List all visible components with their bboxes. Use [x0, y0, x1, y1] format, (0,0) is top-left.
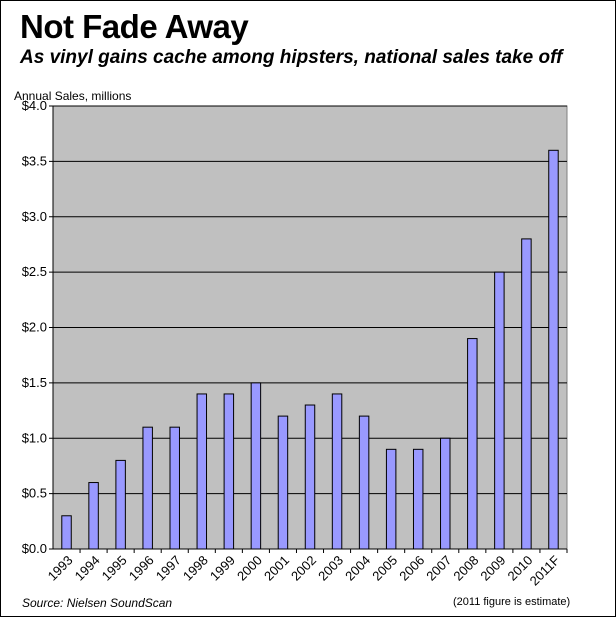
bar [223, 393, 235, 550]
source-note: Source: Nielsen SoundScan [22, 596, 173, 610]
y-tick-label: $3.5 [22, 153, 47, 168]
bar [494, 271, 505, 550]
x-tick-label: 2002 [288, 553, 319, 584]
x-tick-label: 1993 [45, 553, 76, 584]
bar [196, 393, 208, 550]
y-tick-label: $1.5 [22, 375, 47, 390]
x-tick-label: 2001 [261, 553, 292, 584]
bar [169, 426, 180, 550]
x-tick-label: 2004 [342, 553, 373, 584]
bar [115, 459, 126, 550]
bar [358, 415, 370, 550]
bar [385, 448, 397, 550]
x-tick-label: 2011F [527, 552, 563, 588]
bar [467, 338, 478, 550]
bar [277, 415, 289, 550]
x-tick-label: 2007 [423, 553, 454, 584]
y-tick-label: $2.5 [22, 264, 47, 279]
bar [304, 404, 316, 550]
x-tick-label: 1999 [207, 553, 238, 584]
y-tick-label: $2.0 [22, 320, 47, 335]
chart-title: Not Fade Away [20, 8, 249, 45]
y-tick-label: $3.0 [22, 209, 47, 224]
x-tick-label: 2005 [369, 553, 400, 584]
plot-area: $0.0 $0.5 $1.0 $1.5 $2.0 $2.5 $3.0 $3.5 $4.0 1993… [22, 98, 568, 589]
y-tick-label: $0.0 [22, 541, 47, 556]
y-tick-label: $1.0 [22, 430, 47, 445]
bar [521, 238, 532, 550]
x-tick-label: 1998 [180, 553, 211, 584]
chart-subtitle: As vinyl gains cache among hipsters, nat… [20, 47, 563, 68]
y-tick-label: $4.0 [22, 98, 47, 113]
bar [331, 393, 343, 550]
x-tick-label: 2003 [315, 553, 346, 584]
x-tick-label: 1994 [72, 553, 103, 584]
bar [88, 482, 99, 550]
x-tick-label: 2009 [477, 553, 508, 584]
x-tick-label: 2008 [450, 553, 481, 584]
x-tick-label: 2000 [234, 553, 265, 584]
x-tick-label: 1996 [126, 553, 157, 584]
x-tick-label: 1997 [153, 553, 184, 584]
y-axis-label: Annual Sales, millions [14, 89, 131, 103]
bar [440, 437, 451, 550]
bar [142, 426, 153, 550]
x-tick-label: 2006 [396, 553, 427, 584]
bar [61, 515, 72, 550]
bar [548, 149, 559, 550]
bar [412, 448, 424, 550]
x-tick-label: 1995 [99, 553, 130, 584]
bar [250, 382, 262, 550]
estimate-note: (2011 figure is estimate) [453, 596, 571, 608]
y-tick-label: $0.5 [22, 486, 47, 501]
